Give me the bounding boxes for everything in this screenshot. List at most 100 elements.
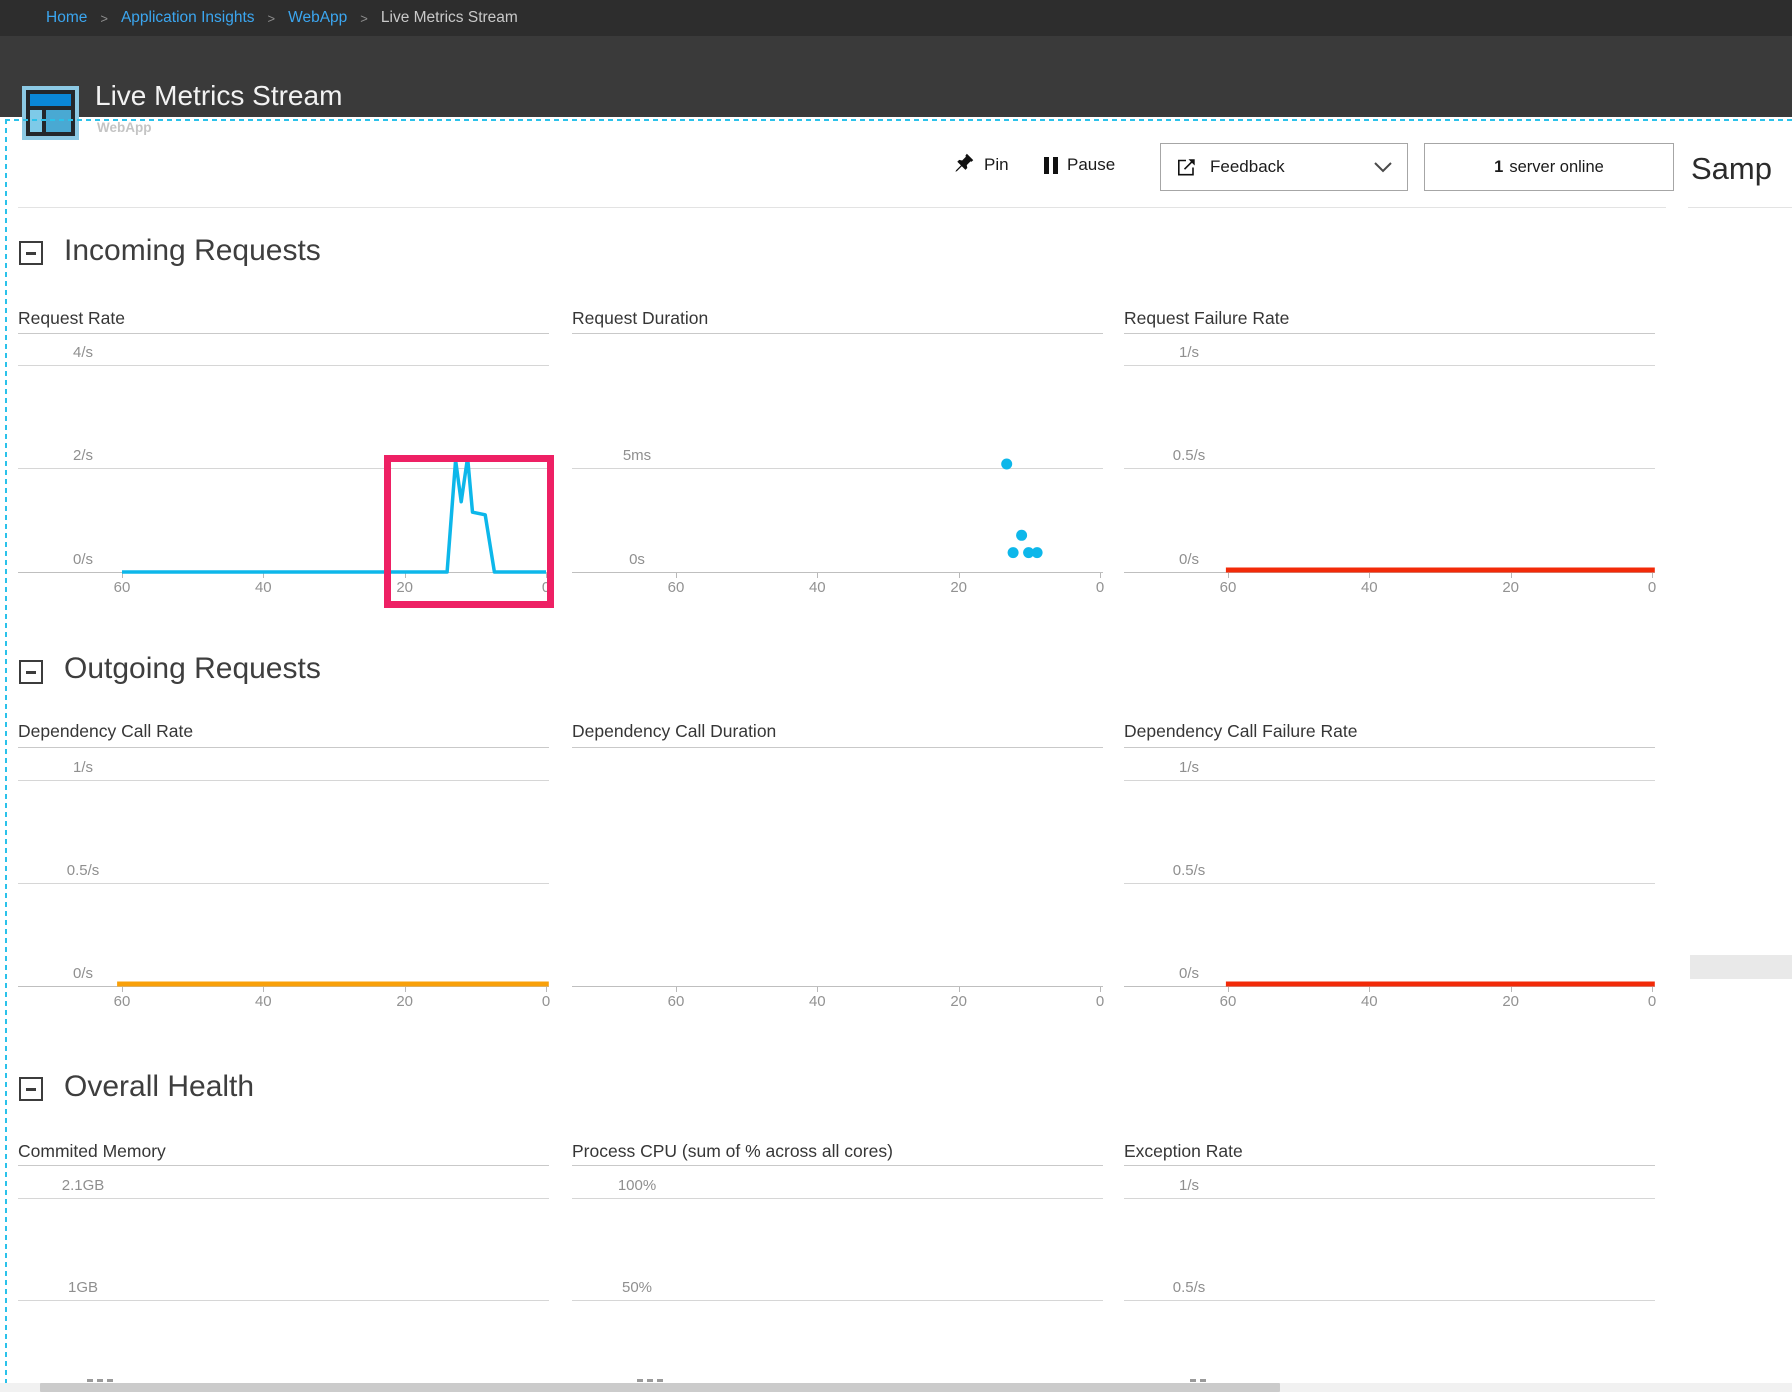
- chart-title: Commited Memory: [18, 1141, 166, 1161]
- x-axis-tick: [1369, 573, 1371, 578]
- y-axis-label: 5ms: [622, 447, 652, 464]
- chart-title: Dependency Call Failure Rate: [1124, 721, 1358, 741]
- x-axis-tick: [546, 987, 547, 992]
- collapse-icon-outgoing-requests[interactable]: [19, 660, 43, 684]
- chart-title-underline: [18, 1165, 549, 1166]
- side-panel-fragment: [1690, 955, 1792, 979]
- chart-title-underline: [1124, 1165, 1655, 1166]
- side-panel-title: Samp: [1691, 151, 1772, 186]
- pin-icon: [953, 152, 975, 179]
- server-online-label: server online: [1509, 157, 1604, 176]
- feedback-label: Feedback: [1210, 157, 1285, 176]
- x-axis-label: 60: [1219, 993, 1237, 1010]
- x-axis-label: 0: [1647, 993, 1657, 1010]
- grid-line: [18, 1300, 549, 1301]
- clipped-label-fragment: [637, 1379, 663, 1382]
- y-axis-label: 1/s: [1178, 344, 1199, 361]
- x-axis-label: 40: [1360, 993, 1378, 1010]
- grid-line: [1124, 883, 1655, 884]
- x-axis-label: 60: [667, 579, 685, 596]
- x-axis-label: 20: [1502, 993, 1520, 1010]
- x-axis-label: 40: [254, 993, 272, 1010]
- breadcrumb-separator: >: [100, 10, 108, 26]
- grid-line: [18, 1198, 549, 1199]
- y-axis-label: 0.5/s: [1172, 1279, 1206, 1296]
- server-count: 1: [1494, 157, 1504, 176]
- chart-title: Request Failure Rate: [1124, 308, 1290, 328]
- y-axis-label: 0.5/s: [1172, 862, 1206, 879]
- scatter-point: [1007, 547, 1019, 559]
- y-axis-label: 0s: [629, 551, 645, 568]
- x-axis-tick: [1228, 573, 1229, 578]
- scrollbar-thumb[interactable]: [40, 1383, 1280, 1392]
- breadcrumb-item-home[interactable]: Home: [46, 9, 88, 26]
- y-axis-label: 4/s: [72, 344, 93, 361]
- chart-title-underline: [572, 747, 1103, 748]
- pin-button[interactable]: Pin: [953, 152, 1009, 178]
- collapse-icon-incoming-requests[interactable]: [19, 241, 43, 265]
- x-axis-tick: [1652, 573, 1653, 578]
- grid-line: [572, 468, 1103, 469]
- x-axis-label: 20: [396, 579, 414, 596]
- x-axis-tick: [1510, 573, 1512, 578]
- pause-button[interactable]: Pause: [1044, 152, 1115, 178]
- page-subtitle: WebApp: [97, 120, 152, 135]
- breadcrumb-item-application-insights[interactable]: Application Insights: [120, 9, 255, 26]
- x-axis-label: 40: [808, 579, 826, 596]
- x-axis-tick: [404, 987, 406, 992]
- y-axis-label: 0.5/s: [66, 862, 100, 879]
- grid-line: [18, 883, 549, 884]
- x-axis-label: 20: [1502, 579, 1520, 596]
- section-title-overall-health: Overall Health: [64, 1070, 255, 1103]
- scatter-point: [1016, 529, 1028, 541]
- grid-line: [1124, 468, 1655, 469]
- horizontal-scrollbar[interactable]: [0, 1383, 1792, 1392]
- grid-line: [572, 1300, 1103, 1301]
- x-axis-tick: [1100, 573, 1101, 578]
- x-axis-label: 0: [541, 579, 551, 596]
- breadcrumb-separator: >: [267, 10, 276, 26]
- chart-series-cyan: [1001, 458, 1043, 559]
- highlight-rect: [384, 455, 554, 608]
- server-online-button[interactable]: 1 server online: [1424, 143, 1674, 191]
- collapse-icon-overall-health[interactable]: [19, 1077, 43, 1101]
- page-title: Live Metrics Stream: [95, 80, 343, 111]
- y-axis-label: 2.1GB: [61, 1177, 105, 1194]
- x-axis-tick: [1510, 987, 1512, 992]
- x-axis-tick: [676, 573, 677, 578]
- page-header: Live Metrics Stream WebApp: [0, 36, 1792, 140]
- y-axis-label: 2/s: [72, 447, 93, 464]
- grid-line: [572, 1198, 1103, 1199]
- x-axis-tick: [958, 573, 960, 578]
- x-axis-tick: [958, 987, 960, 992]
- grid-line: [18, 365, 549, 366]
- grid-line: [18, 780, 549, 781]
- x-axis-line: [572, 572, 1103, 573]
- section-title-incoming-requests: Incoming Requests: [64, 234, 321, 267]
- x-axis-label: 60: [1219, 579, 1237, 596]
- grid-line: [18, 468, 549, 469]
- feedback-icon: [1177, 158, 1196, 177]
- clipped-label-fragment: [87, 1379, 113, 1382]
- scatter-point: [1023, 547, 1035, 559]
- section-title-outgoing-requests: Outgoing Requests: [64, 652, 321, 685]
- breadcrumb-item-live-metrics-stream: Live Metrics Stream: [380, 9, 518, 26]
- clipped-label-fragment: [1190, 1379, 1206, 1382]
- feedback-dropdown[interactable]: Feedback: [1160, 143, 1408, 191]
- y-axis-label: 0/s: [72, 965, 93, 982]
- scatter-point: [1031, 547, 1043, 559]
- y-axis-label: 0/s: [1178, 551, 1199, 568]
- y-axis-label: 0/s: [1178, 965, 1199, 982]
- chart-series-orange: [117, 981, 549, 987]
- breadcrumb-item-webapp[interactable]: WebApp: [288, 9, 348, 26]
- x-axis-label: 40: [254, 579, 272, 596]
- x-axis-tick: [1652, 987, 1653, 992]
- side-panel-divider: [1688, 207, 1792, 208]
- pin-label: Pin: [984, 155, 1009, 174]
- breadcrumb: Home > Application Insights > WebApp > Live Me…: [0, 9, 518, 27]
- x-axis-label: 40: [1360, 579, 1378, 596]
- x-axis-tick: [1369, 987, 1371, 992]
- pause-icon: [1044, 156, 1058, 174]
- x-axis-tick: [1228, 987, 1229, 992]
